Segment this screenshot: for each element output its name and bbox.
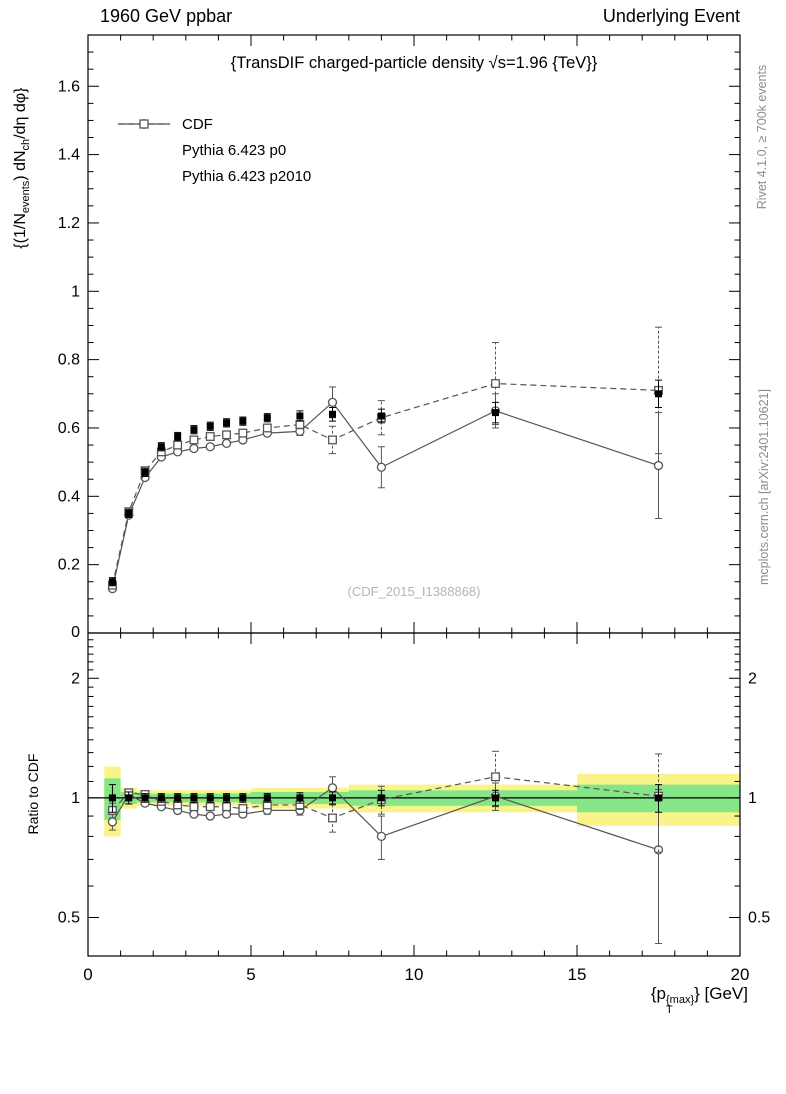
analysis-group-label: Underlying Event — [602, 6, 740, 26]
legend-item-pythia-p0: Pythia 6.423 p0 — [116, 119, 311, 159]
series-cdf — [108, 379, 662, 587]
ratio-y-axis-label: Ratio to CDF — [25, 753, 41, 835]
series-pythia-p2010 — [108, 326, 663, 590]
svg-text:1: 1 — [71, 790, 80, 807]
ratio-uncertainty-bands — [104, 766, 740, 837]
analysis-id-watermark: (CDF_2015_I1388868) — [347, 584, 481, 599]
mcplots-arxiv-note: mcplots.cern.ch [arXiv:2401.10621] — [757, 389, 771, 585]
axis-ticks — [87, 35, 741, 956]
svg-text:0.5: 0.5 — [748, 909, 770, 926]
legend-label-pythia-p0: Pythia 6.423 p0 — [182, 142, 287, 159]
svg-text:0: 0 — [83, 965, 92, 984]
svg-text:1: 1 — [71, 283, 80, 300]
svg-text:0.6: 0.6 — [58, 420, 80, 437]
beam-label: 1960 GeV ppbar — [100, 6, 233, 26]
svg-text:1.4: 1.4 — [58, 147, 80, 164]
legend-item-pythia-p2010: Pythia 6.423 p2010 — [116, 119, 312, 185]
main-y-axis-label: {(1/Nevents) dNch/dη dφ} — [11, 87, 33, 249]
svg-text:0.5: 0.5 — [58, 909, 80, 926]
legend: CDF Pythia 6.423 p0 Pythia 6.423 p2010 — [116, 116, 311, 185]
pythia-p2010-marker-icon — [116, 119, 172, 185]
svg-text:20: 20 — [731, 965, 750, 984]
svg-text:1: 1 — [748, 790, 757, 807]
svg-text:0.2: 0.2 — [58, 557, 80, 574]
svg-text:5: 5 — [246, 965, 255, 984]
tick-labels: 0 5 10 15 20 0.2 0.4 0.6 0.8 1 1.2 1.4 1.6 0 0.5 0.5 1 1 2… — [58, 78, 771, 984]
legend-label-cdf: CDF — [182, 116, 213, 133]
x-axis-label: {p {max} T} [GeV] — [650, 984, 748, 1016]
svg-text:1.2: 1.2 — [58, 215, 80, 232]
plot-title: {TransDIF charged-particle density √s=1.… — [230, 54, 598, 72]
legend-label-pythia-p2010: Pythia 6.423 p2010 — [182, 168, 312, 185]
svg-text:0.8: 0.8 — [58, 352, 80, 369]
svg-text:2: 2 — [748, 670, 757, 687]
svg-text:0: 0 — [71, 624, 80, 641]
svg-text:2: 2 — [71, 670, 80, 687]
svg-text:15: 15 — [568, 965, 587, 984]
plot-canvas: 0 5 10 15 20 0.2 0.4 0.6 0.8 1 1.2 1.4 1.6 0 0.5 0.5 1 1 2… — [58, 34, 771, 984]
svg-text:1.6: 1.6 — [58, 78, 80, 95]
ratio-series-cdf — [108, 784, 662, 813]
svg-text:10: 10 — [405, 965, 424, 984]
pythia-p0-marker-icon — [116, 119, 172, 159]
svg-text:0.4: 0.4 — [58, 488, 80, 505]
